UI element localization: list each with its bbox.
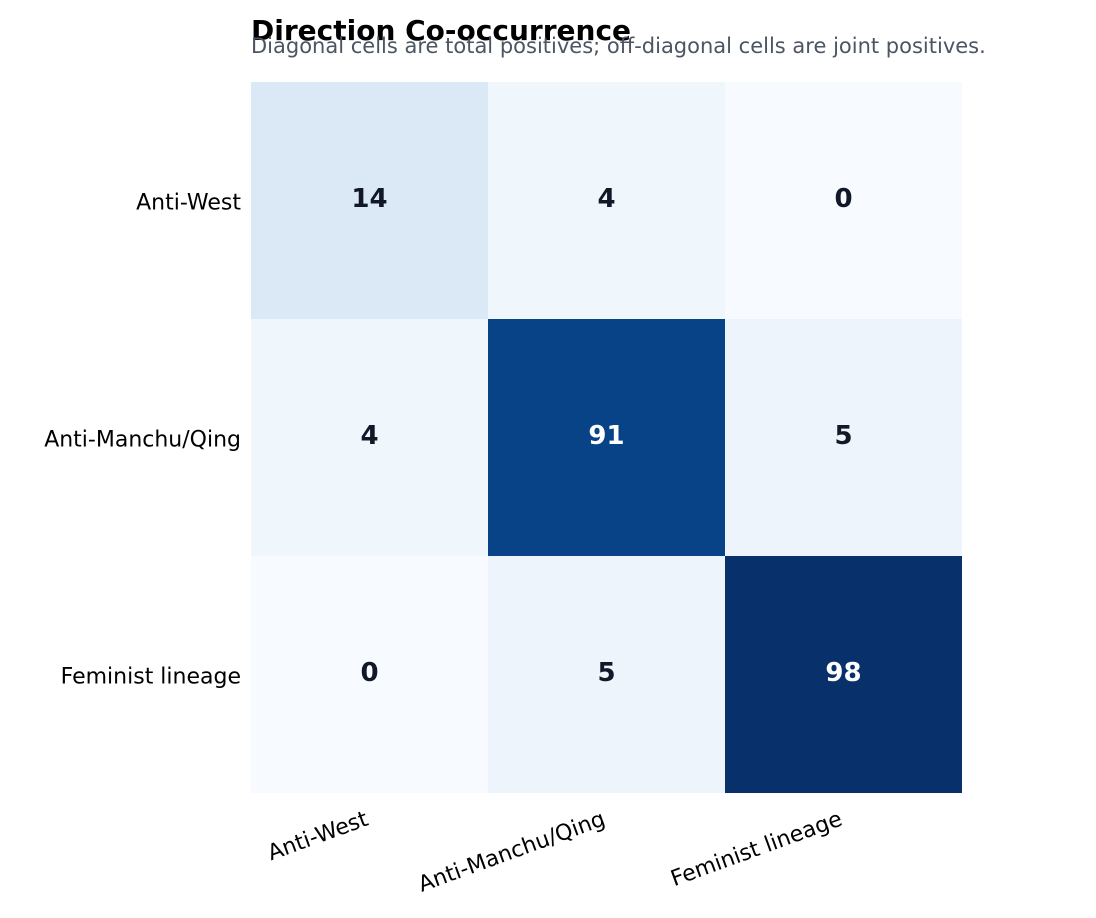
- chart-subtitle: Diagonal cells are total positives; off-…: [251, 34, 986, 58]
- heatmap-cell: [251, 556, 488, 793]
- cell-label: 0: [360, 658, 378, 688]
- y-tick-label: Anti-Manchu/Qing: [44, 428, 241, 453]
- cell-label: 91: [588, 421, 624, 451]
- chart-title: Direction Co-occurrence: [251, 14, 631, 47]
- heatmap-cell: [251, 82, 488, 319]
- cell-label: 4: [360, 421, 378, 451]
- cell-label: 0: [834, 184, 852, 214]
- heatmap-cell: [251, 319, 488, 556]
- x-tick-label: Anti-Manchu/Qing: [415, 807, 608, 898]
- x-tick-label: Feminist lineage: [668, 807, 846, 892]
- cell-label: 5: [597, 658, 615, 688]
- y-tick-label: Feminist lineage: [61, 665, 241, 690]
- heatmap-cell: [725, 319, 962, 556]
- heatmap-cell: [488, 82, 725, 319]
- x-tick-label: Anti-West: [265, 807, 372, 866]
- y-tick-label: Anti-West: [136, 191, 241, 216]
- cell-label: 4: [597, 184, 615, 214]
- cell-label: 98: [825, 658, 861, 688]
- heatmap-cell: [725, 82, 962, 319]
- heatmap-cell: [488, 319, 725, 556]
- cell-label: 5: [834, 421, 852, 451]
- heatmap-cell: [725, 556, 962, 793]
- heatmap-cell: [488, 556, 725, 793]
- cell-label: 14: [351, 184, 387, 214]
